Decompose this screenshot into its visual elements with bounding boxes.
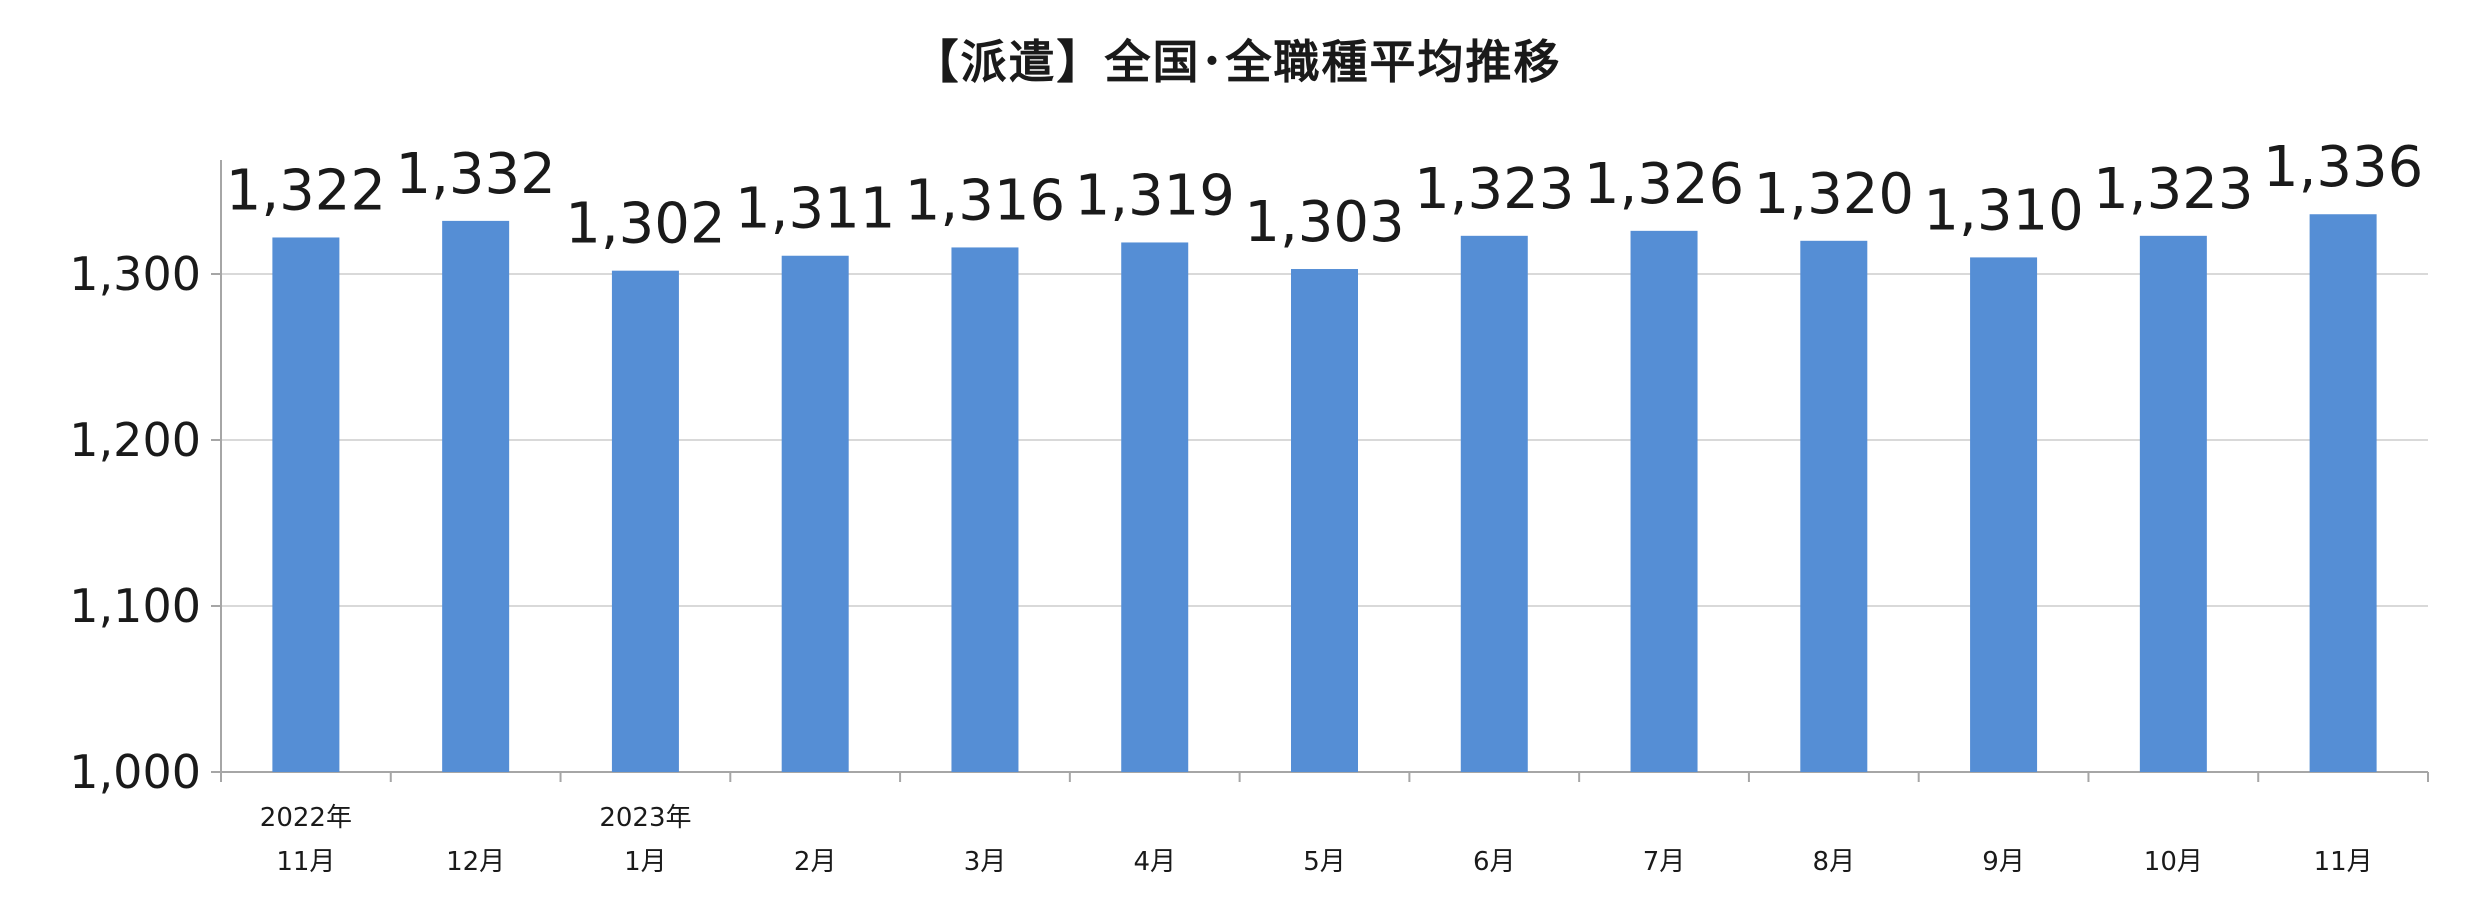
bar [1121,242,1189,772]
bar [1460,235,1528,772]
x-tick-label: 8月 [1813,847,1856,877]
data-label: 1,310 [1923,178,2083,243]
x-tick-label: 6月 [1473,847,1516,877]
x-tick-label: 5月 [1303,847,1346,877]
x-tick-label: 7月 [1643,847,1686,877]
data-label: 1,322 [226,158,386,223]
data-label: 1,320 [1754,162,1914,227]
data-label: 1,311 [735,177,895,242]
x-tick-label: 11月 [2314,847,2373,877]
bar [2139,235,2207,772]
x-tick-label: 10月 [2144,847,2203,877]
x-tick-label: 11月 [276,847,335,877]
x-year-label: 2023年 [599,803,691,833]
y-tick-label: 1,100 [69,579,201,633]
data-label: 1,323 [2093,157,2253,222]
bar [1800,240,1868,773]
y-tick-label: 1,200 [69,413,201,467]
bar [2309,214,2377,773]
data-label: 1,326 [1584,152,1744,217]
y-tick-label: 1,300 [69,247,201,301]
bar [611,270,679,772]
data-label: 1,302 [565,192,725,257]
data-label: 1,316 [905,168,1065,233]
x-tick-label: 12月 [446,847,505,877]
bar [1291,269,1358,772]
bar [1630,230,1698,773]
data-label: 1,336 [2263,135,2423,200]
chart-title: 【派遣】全国･全職種平均推移 [912,35,1562,89]
data-label: 1,319 [1075,163,1235,228]
x-year-label: 2022年 [260,803,352,833]
data-label: 1,332 [395,142,555,207]
data-label: 1,303 [1244,190,1404,255]
data-label: 1,323 [1414,157,1574,222]
bar [951,247,1019,772]
x-tick-label: 4月 [1133,847,1176,877]
bar [1970,257,2038,772]
bar [272,237,340,773]
x-tick-label: 9月 [1982,847,2025,877]
x-tick-label: 3月 [964,847,1007,877]
x-tick-label: 2月 [794,847,837,877]
bar [781,255,849,773]
bar [442,220,510,772]
x-tick-label: 1月 [624,847,667,877]
y-tick-label: 1,000 [69,745,201,799]
